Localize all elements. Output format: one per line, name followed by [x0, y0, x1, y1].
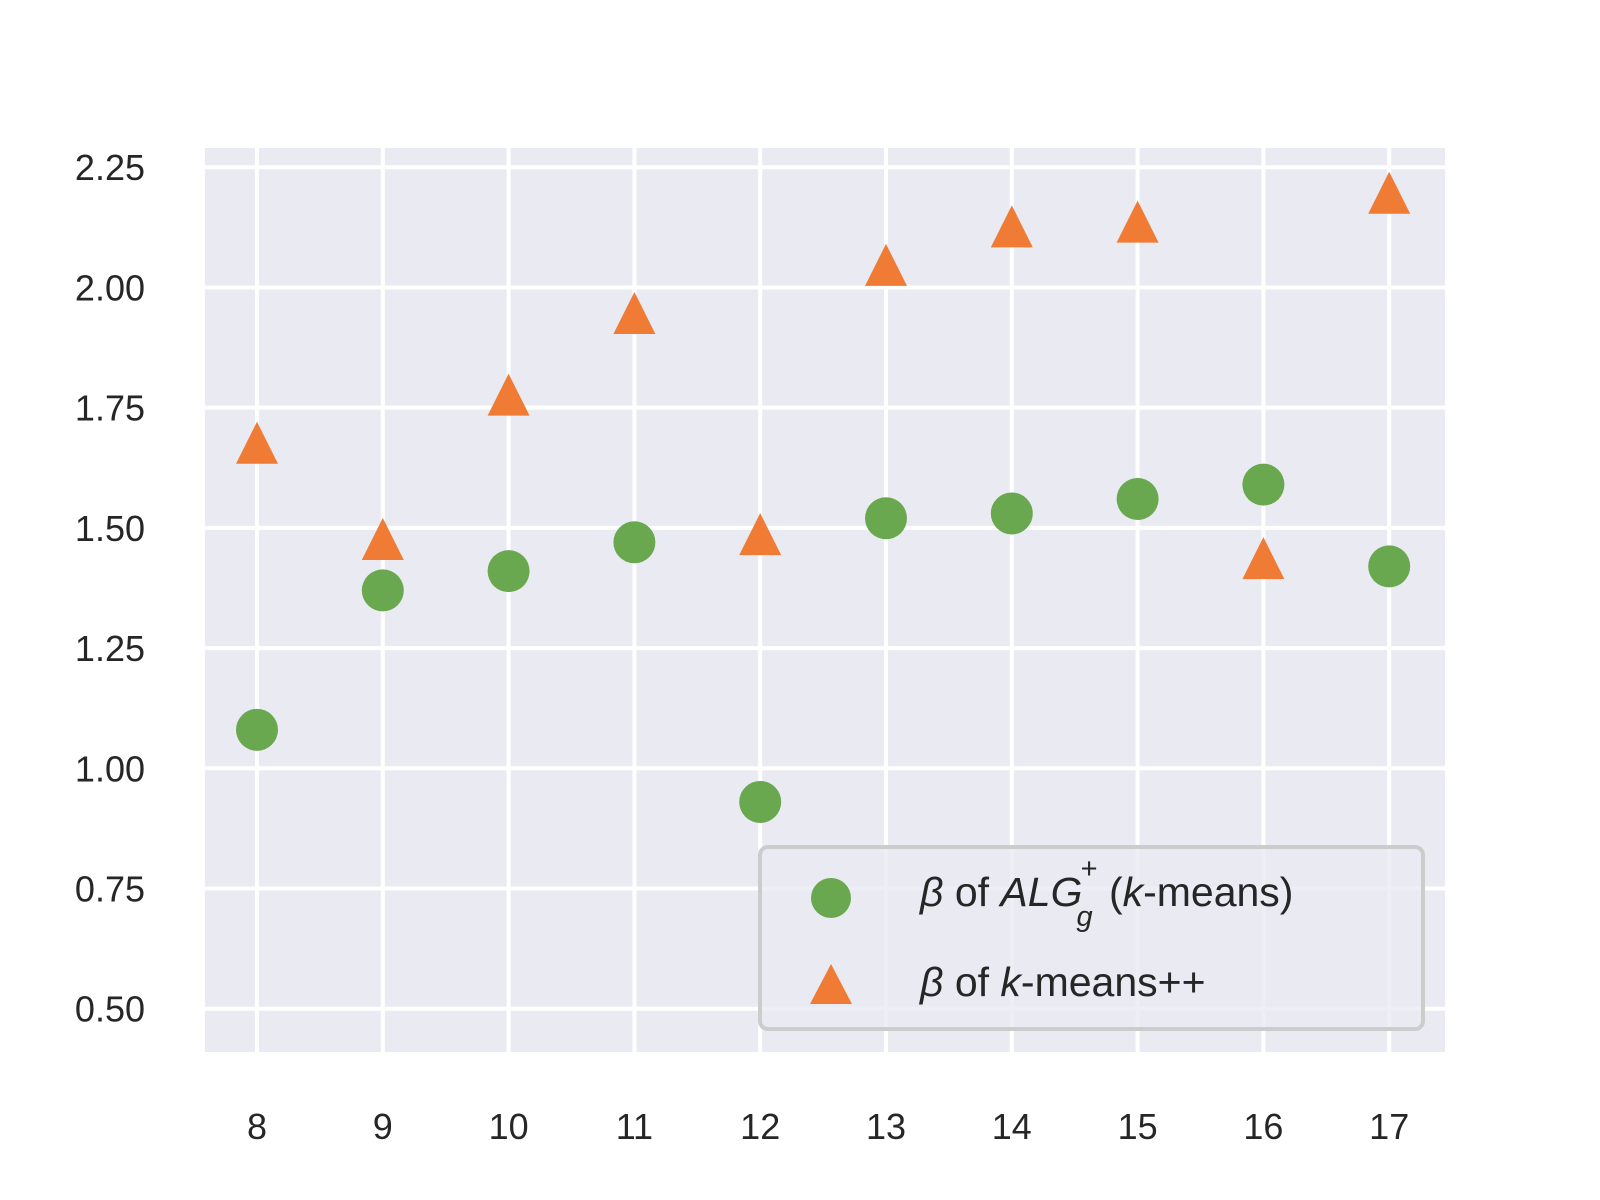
x-tick-label: 11 — [616, 1106, 653, 1147]
x-tick-label: 17 — [1369, 1106, 1409, 1147]
y-tick-label: 1.75 — [75, 388, 145, 429]
legend: β of ALG g+ (k-means) β of k-means++ — [758, 845, 1425, 1031]
x-tick-label: 8 — [247, 1106, 267, 1147]
data-point-circle — [1242, 463, 1285, 506]
data-point-circle — [865, 497, 907, 540]
data-point-triangle — [990, 205, 1033, 248]
y-tick-label: 2.00 — [75, 267, 145, 308]
data-point-triangle — [361, 517, 404, 560]
data-point-triangle — [1242, 537, 1285, 580]
data-point-circle — [361, 569, 404, 612]
x-tick-label: 13 — [866, 1106, 906, 1147]
x-axis-ticks: 8 9 10 11 12 13 14 15 16 17 — [247, 1106, 1409, 1147]
y-axis-ticks: 0.50 0.75 1.00 1.25 1.50 1.75 2.00 2.25 — [75, 147, 145, 1029]
data-point-triangle — [487, 373, 530, 416]
x-tick-label: 10 — [489, 1106, 529, 1147]
x-tick-label: 12 — [740, 1106, 780, 1147]
data-point-triangle — [236, 421, 278, 464]
x-tick-label: 15 — [1118, 1106, 1158, 1147]
legend-marker-triangle — [810, 964, 852, 1004]
data-point-triangle — [1368, 171, 1411, 214]
y-tick-label: 1.50 — [75, 508, 145, 549]
data-point-circle — [613, 521, 656, 564]
x-tick-label: 14 — [992, 1106, 1032, 1147]
legend-box — [758, 845, 1425, 1031]
data-points — [236, 171, 1411, 823]
data-point-triangle — [865, 243, 907, 286]
x-tick-label: 9 — [373, 1106, 393, 1147]
data-point-triangle — [1116, 200, 1159, 243]
legend-label-kmeans-pp: β of k-means++ — [919, 959, 1206, 1005]
data-point-circle — [1368, 545, 1411, 588]
x-tick-label: 16 — [1243, 1106, 1283, 1147]
data-point-circle — [487, 550, 530, 593]
data-point-triangle — [613, 291, 656, 334]
y-tick-label: 2.25 — [75, 147, 145, 188]
data-point-circle — [990, 492, 1033, 535]
legend-marker-circle — [811, 878, 851, 918]
data-point-circle — [739, 780, 782, 823]
y-tick-label: 0.75 — [75, 869, 145, 910]
y-tick-label: 1.25 — [75, 628, 145, 669]
data-point-circle — [1116, 478, 1159, 521]
y-tick-label: 1.00 — [75, 748, 145, 789]
y-tick-label: 0.50 — [75, 989, 145, 1030]
data-point-triangle — [739, 513, 782, 556]
data-point-circle — [236, 708, 278, 751]
legend-label-alg: β of ALG g+ (k-means) — [919, 853, 1293, 933]
